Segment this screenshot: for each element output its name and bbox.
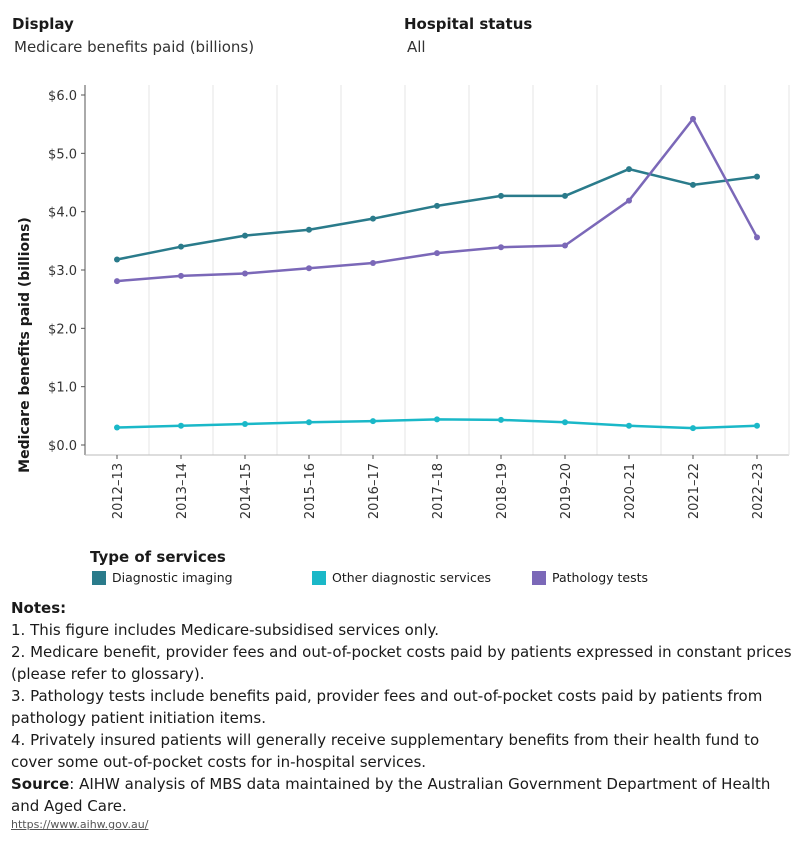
data-point xyxy=(370,260,376,266)
x-tick-label: 2021–22 xyxy=(687,463,702,519)
source-note: Source: AIHW analysis of MBS data mainta… xyxy=(11,773,796,817)
data-point xyxy=(114,278,120,285)
y-tick-label: $1.0 xyxy=(48,381,77,396)
data-point xyxy=(434,416,440,423)
notes-section: Notes: 1. This figure includes Medicare-… xyxy=(11,597,796,817)
data-point xyxy=(178,272,184,279)
data-point xyxy=(626,422,632,429)
aihw-link[interactable]: https://www.aihw.gov.au/ xyxy=(11,818,149,831)
x-tick-label: 2013–14 xyxy=(175,463,190,519)
y-tick-label: $0.0 xyxy=(48,439,77,454)
data-point xyxy=(754,422,760,429)
data-point xyxy=(626,197,632,204)
x-tick-label: 2020–21 xyxy=(623,463,638,519)
legend-swatch-other-diagnostic xyxy=(312,570,326,585)
display-filter-value[interactable]: Medicare benefits paid (billions) xyxy=(14,38,255,56)
x-tick-label: 2016–17 xyxy=(367,463,382,519)
legend-label: Other diagnostic services xyxy=(332,570,492,585)
y-tick-label: $2.0 xyxy=(48,322,77,337)
note-2: 2. Medicare benefit, provider fees and o… xyxy=(11,643,792,683)
series-pathology-tests xyxy=(114,115,760,285)
note-3: 3. Pathology tests include benefits paid… xyxy=(11,687,763,727)
data-point xyxy=(306,265,312,272)
data-point xyxy=(178,243,184,250)
y-axis-ticks: $0.0 $1.0 $2.0 $3.0 $4.0 $5.0 $6.0 xyxy=(48,89,85,454)
y-axis-label: Medicare benefits paid (billions) xyxy=(17,217,33,473)
data-point xyxy=(114,256,120,263)
data-point xyxy=(370,215,376,222)
data-point xyxy=(562,242,568,249)
x-tick-label: 2017–18 xyxy=(431,463,446,519)
x-tick-label: 2012–13 xyxy=(111,463,126,519)
data-point xyxy=(498,244,504,251)
x-tick-label: 2014–15 xyxy=(239,463,254,519)
hospital-status-value[interactable]: All xyxy=(407,38,426,56)
data-point xyxy=(306,419,312,426)
legend-label: Diagnostic imaging xyxy=(112,570,233,585)
data-point xyxy=(690,181,696,188)
data-point xyxy=(562,192,568,199)
data-point xyxy=(690,425,696,432)
data-point xyxy=(242,421,248,427)
legend-label: Pathology tests xyxy=(552,570,649,585)
series-other-diagnostic-services xyxy=(114,416,760,432)
note-4: 4. Privately insured patients will gener… xyxy=(11,731,760,771)
source-label: Source xyxy=(11,775,70,793)
data-point xyxy=(626,166,632,173)
notes-title: Notes: xyxy=(11,599,67,617)
line-chart: $0.0 $1.0 $2.0 $3.0 $4.0 $5.0 $6.0 2012–13 2013… xyxy=(17,85,790,519)
y-tick-label: $4.0 xyxy=(48,206,77,221)
y-tick-label: $6.0 xyxy=(48,89,77,104)
x-tick-label: 2019–20 xyxy=(559,463,574,519)
data-point xyxy=(498,192,504,199)
x-axis-ticks: 2012–13 2013–14 2014–15 2015–16 2016–17 2017–… xyxy=(111,455,766,519)
legend-item-other-diagnostic[interactable]: Other diagnostic services xyxy=(312,570,491,585)
data-point xyxy=(434,202,440,209)
series-diagnostic-imaging xyxy=(114,166,760,263)
data-point xyxy=(754,234,760,241)
data-point xyxy=(114,424,120,431)
legend-swatch-diagnostic-imaging xyxy=(92,570,106,585)
x-tick-label: 2018–19 xyxy=(495,463,510,519)
data-point xyxy=(498,416,504,423)
data-point xyxy=(242,270,248,277)
data-point xyxy=(178,422,184,429)
data-point xyxy=(754,173,760,180)
y-tick-label: $5.0 xyxy=(48,147,77,162)
hospital-status-label: Hospital status xyxy=(404,15,533,33)
y-tick-label: $3.0 xyxy=(48,264,77,279)
gridlines xyxy=(84,85,790,455)
legend-item-pathology[interactable]: Pathology tests xyxy=(532,570,648,585)
data-point xyxy=(562,419,568,426)
x-tick-label: 2015–16 xyxy=(303,463,318,519)
axes xyxy=(84,85,790,456)
note-1: 1. This figure includes Medicare-subsidi… xyxy=(11,621,440,639)
display-filter-label: Display xyxy=(12,15,74,33)
data-point xyxy=(434,250,440,257)
source-text: : AIHW analysis of MBS data maintained b… xyxy=(11,775,771,815)
legend-item-diagnostic-imaging[interactable]: Diagnostic imaging xyxy=(92,570,233,585)
data-point xyxy=(242,232,248,239)
data-point xyxy=(370,418,376,425)
data-point xyxy=(690,115,696,122)
legend-title: Type of services xyxy=(90,548,226,566)
data-point xyxy=(306,226,312,233)
legend-swatch-pathology xyxy=(532,570,546,585)
series-lines xyxy=(114,115,760,432)
x-tick-label: 2022–23 xyxy=(751,463,766,519)
